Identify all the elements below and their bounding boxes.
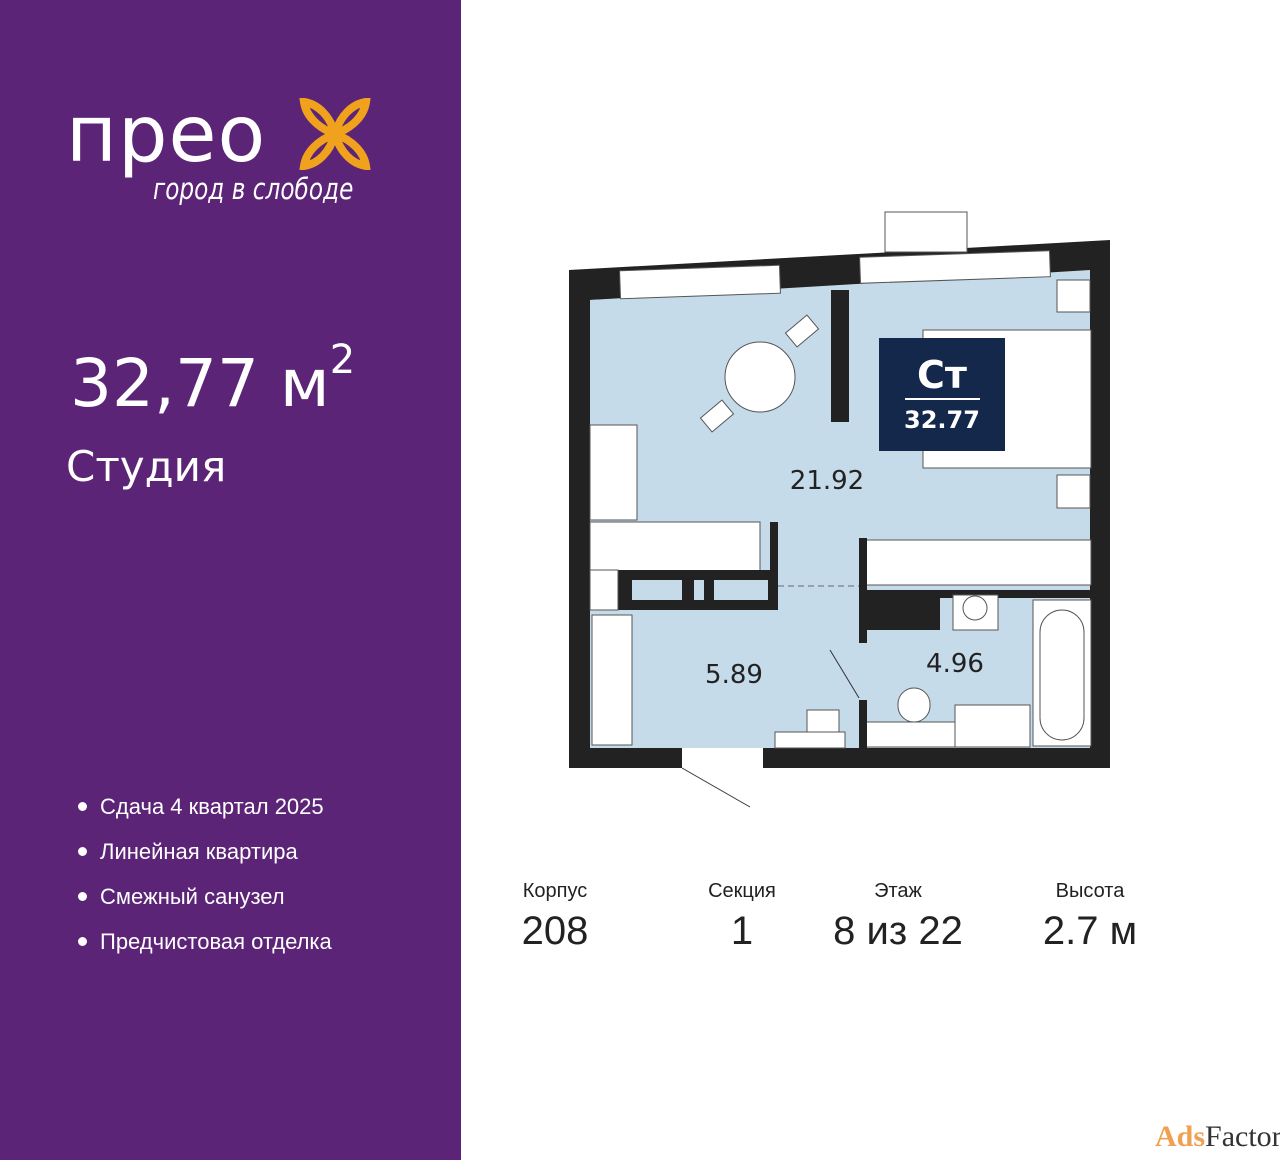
feature-item: Предчистовая отделка xyxy=(78,929,332,974)
feature-item: Сдача 4 квартал 2025 xyxy=(78,794,332,839)
brand-tagline: город в слободе xyxy=(153,172,354,206)
badge-area: 32.77 xyxy=(904,406,980,434)
brand-logo: прео xyxy=(66,90,267,180)
feature-item: Линейная квартира xyxy=(78,839,332,884)
watermark-logo: AdsFactory xyxy=(1155,1120,1280,1153)
room-area-bath: 4.96 xyxy=(926,649,984,679)
apartment-area: 32,77 м2 xyxy=(70,337,356,422)
features-list: Сдача 4 квартал 2025 Линейная квартира С… xyxy=(78,794,332,974)
apartment-type: Студия xyxy=(66,442,227,491)
stat-floor: Этаж 8 из 22 xyxy=(833,880,963,953)
floor-plan: Ст 32.77 21.92 5.89 4.96 xyxy=(569,211,1110,808)
stat-section: Секция 1 xyxy=(708,880,776,953)
stat-height: Высота 2.7 м xyxy=(1042,880,1138,953)
flower-logo-icon xyxy=(299,98,371,170)
feature-item: Смежный санузел xyxy=(78,884,332,929)
room-area-living: 21.92 xyxy=(790,466,864,496)
badge-code: Ст xyxy=(917,353,967,397)
sidebar: прео город в слободе 32,77 м2 Студия Сда… xyxy=(0,0,461,1160)
apartment-badge xyxy=(879,338,1005,451)
room-area-hall: 5.89 xyxy=(705,660,763,690)
stat-building: Корпус 208 xyxy=(521,880,589,953)
